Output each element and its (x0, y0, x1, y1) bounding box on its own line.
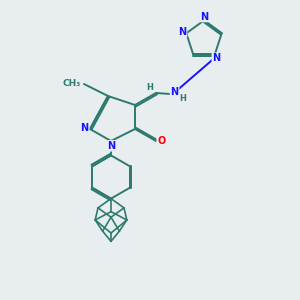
Text: O: O (157, 136, 166, 146)
Text: H: H (179, 94, 186, 103)
Text: N: N (80, 123, 89, 134)
Text: H: H (146, 83, 153, 92)
Text: CH₃: CH₃ (62, 79, 80, 88)
Text: N: N (200, 11, 208, 22)
Text: N: N (178, 27, 187, 37)
Text: N: N (170, 87, 179, 98)
Text: N: N (212, 53, 220, 63)
Text: N: N (107, 141, 116, 151)
